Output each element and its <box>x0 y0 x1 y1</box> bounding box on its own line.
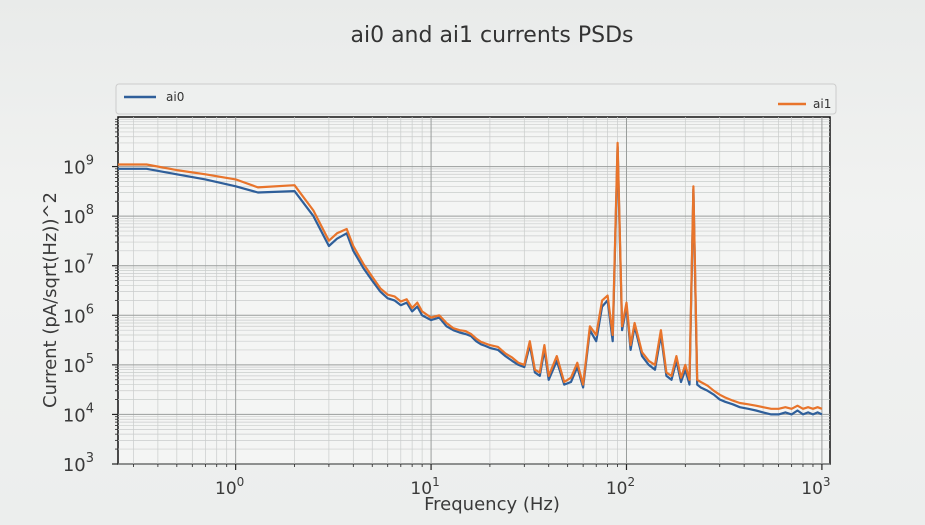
y-tick-label-1: 104 <box>63 401 94 426</box>
y-tick-label-2: 105 <box>63 352 94 377</box>
y-tick-label-6: 109 <box>63 154 94 179</box>
legend-ai0-label: ai0 <box>166 90 184 104</box>
x-tick-label-2: 102 <box>606 475 635 499</box>
y-axis-ticks: 103 104 105 106 107 108 109 <box>63 119 118 476</box>
x-axis-label: Frequency (Hz) <box>424 494 560 515</box>
chart-title: ai0 and ai1 currents PSDs <box>350 23 633 48</box>
legend-ai1-label: ai1 <box>813 97 831 111</box>
y-tick-label-0: 103 <box>63 451 94 476</box>
y-tick-label-4: 107 <box>63 253 94 278</box>
y-tick-label-5: 108 <box>63 203 94 228</box>
legend-ai0: ai0 <box>116 84 836 114</box>
x-tick-label-0: 100 <box>215 475 244 499</box>
y-axis-label: Current (pA/sqrt(Hz))^2 <box>40 192 61 408</box>
x-tick-label-3: 103 <box>801 475 830 499</box>
y-tick-label-3: 106 <box>63 302 94 327</box>
